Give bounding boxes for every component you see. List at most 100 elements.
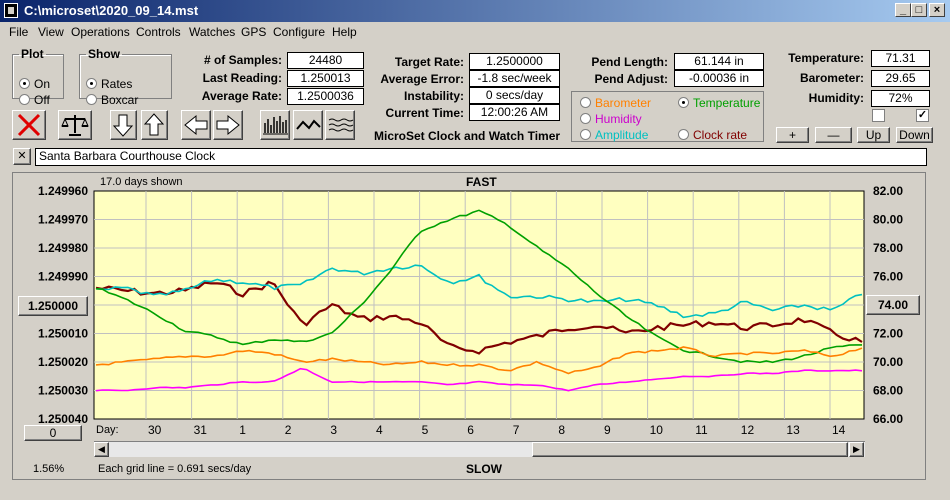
line-graph-icon — [296, 119, 321, 130]
increase-button[interactable]: + — [776, 127, 809, 143]
radio-dot — [86, 78, 97, 89]
y-right-tick-label: 70.00 — [873, 355, 903, 369]
average-rate-label: Average Rate: — [201, 89, 282, 103]
pend-adjust-value: -0.00036 in — [674, 70, 764, 87]
series-radio-humidity[interactable]: Humidity — [580, 112, 642, 126]
up-button[interactable]: Up — [857, 127, 890, 143]
radio-dot — [19, 78, 30, 89]
x-tick-label: 2 — [285, 423, 292, 437]
x-tick-label: 11 — [695, 423, 708, 437]
x-tick-label: 9 — [604, 423, 611, 437]
series-line — [95, 280, 863, 355]
menu-gps[interactable]: GPS — [241, 25, 267, 39]
series-label-clock-rate: Clock rate — [693, 128, 748, 142]
close-button[interactable]: × — [929, 3, 945, 17]
x-axis: 30 31 1 2 3 4 5 6 7 8 9 10 11 12 13 14 — [148, 423, 846, 437]
wave-plot-button[interactable] — [325, 110, 355, 140]
plot-group-title: Plot — [21, 47, 44, 61]
menu-help[interactable]: Help — [332, 25, 357, 39]
clear-button[interactable] — [12, 110, 46, 140]
arrow-right-button[interactable] — [213, 110, 243, 140]
x-tick-label: 10 — [650, 423, 664, 437]
show-rates-radio[interactable]: Rates — [86, 77, 132, 91]
arrow-left-icon — [184, 114, 208, 136]
humidity-value: 72% — [871, 90, 930, 107]
y-right-tick-label: 68.00 — [873, 384, 903, 398]
x-tick-label: 13 — [786, 423, 800, 437]
scroll-thumb[interactable] — [532, 442, 848, 457]
radio-dot — [86, 94, 97, 105]
menu-controls[interactable]: Controls — [136, 25, 181, 39]
barometer-label: Barometer: — [799, 71, 864, 85]
x-tick-label: 12 — [741, 423, 755, 437]
balance-button[interactable] — [58, 110, 92, 140]
arrow-down-icon — [112, 114, 134, 137]
radio-dot — [580, 113, 591, 124]
arrow-down-button[interactable] — [110, 110, 137, 140]
series-radio-barometer[interactable]: Barometer — [580, 96, 651, 110]
menu-file[interactable]: File — [9, 25, 29, 39]
x-tick-label: 30 — [148, 423, 162, 437]
line-plot-button[interactable] — [293, 110, 323, 140]
average-rate-value: 1.2500036 — [287, 88, 364, 105]
plot-panel — [12, 172, 926, 480]
series-radio-amplitude[interactable]: Amplitude — [580, 128, 648, 142]
plot-off-radio[interactable]: Off — [19, 93, 50, 107]
series-line — [95, 264, 863, 319]
menu-operations[interactable]: Operations — [71, 25, 130, 39]
temperature-label: Temperature: — [788, 51, 864, 65]
decrease-button[interactable]: — — [815, 127, 852, 143]
grid-note-label: Each grid line = 0.691 secs/day — [98, 463, 252, 475]
arrow-up-button[interactable] — [141, 110, 168, 140]
center-temp-button[interactable]: 74.00 — [866, 295, 920, 315]
window-title: C:\microset\2020_09_14.mst — [24, 3, 199, 18]
y-left-tick-label: 1.249980 — [38, 241, 88, 255]
maximize-button[interactable]: □ — [911, 3, 927, 17]
arrow-left-button[interactable] — [181, 110, 211, 140]
show-group-title: Show — [88, 47, 120, 61]
slow-label: SLOW — [466, 462, 502, 476]
fast-label: FAST — [466, 175, 497, 189]
percent-label: 1.56% — [33, 463, 65, 475]
y-left-tick-label: 1.249990 — [38, 270, 88, 284]
scroll-right-button[interactable]: ▶ — [849, 442, 864, 457]
time-scrollbar[interactable]: ◀ ▶ — [94, 441, 865, 457]
series-lines — [95, 209, 863, 392]
x-tick-label: 3 — [330, 423, 337, 437]
series-radio-clock-rate[interactable]: Clock rate — [678, 128, 747, 142]
wave-icon — [328, 118, 354, 132]
show-group: Show Rates Boxcar — [79, 47, 172, 107]
watch-name-field[interactable]: Santa Barbara Courthouse Clock — [35, 148, 927, 166]
menu-configure[interactable]: Configure — [273, 25, 326, 39]
day-axis-label: Day: — [96, 424, 119, 436]
histogram-button[interactable] — [260, 110, 290, 140]
series-line — [95, 367, 863, 392]
scroll-left-button[interactable]: ◀ — [94, 442, 109, 457]
radio-dot — [678, 129, 689, 140]
checkbox-one[interactable] — [872, 109, 885, 122]
app-icon — [4, 3, 18, 18]
x-tick-label: 1 — [239, 423, 246, 437]
checkbox-two[interactable]: ✓ — [916, 109, 929, 122]
radio-dot — [678, 97, 689, 108]
scale-icon — [61, 115, 89, 136]
menu-view[interactable]: View — [38, 25, 64, 39]
zero-button[interactable]: 0 — [24, 425, 82, 441]
series-selector: Barometer Temperature Humidity Amplitude… — [571, 91, 764, 142]
target-rate-value[interactable]: 1.2500000 — [469, 53, 560, 70]
plot-on-radio[interactable]: On — [19, 77, 50, 91]
down-button[interactable]: Down — [896, 127, 933, 143]
x-tick-label: 6 — [467, 423, 474, 437]
show-boxcar-radio[interactable]: Boxcar — [86, 93, 138, 107]
radio-dot — [19, 94, 30, 105]
x-tick-label: 31 — [194, 423, 208, 437]
x-tick-label: 14 — [832, 423, 846, 437]
histogram-icon — [263, 116, 288, 135]
series-radio-temperature[interactable]: Temperature — [678, 96, 760, 110]
plot-group: Plot On Off — [12, 47, 64, 107]
close-watch-button[interactable]: ✕ — [13, 148, 31, 165]
center-rate-button[interactable]: 1.250000 — [18, 296, 88, 316]
minimize-button[interactable]: _ — [895, 3, 911, 17]
menu-watches[interactable]: Watches — [189, 25, 236, 39]
last-reading-label: Last Reading: — [202, 71, 282, 85]
